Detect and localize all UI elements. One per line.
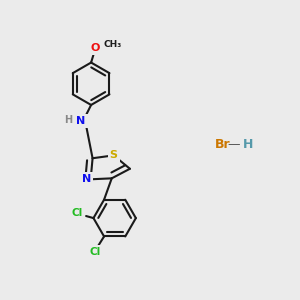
- Text: Cl: Cl: [90, 247, 101, 257]
- Text: N: N: [82, 174, 91, 184]
- Text: H: H: [64, 115, 73, 125]
- Text: H: H: [243, 138, 253, 151]
- Text: Cl: Cl: [72, 208, 83, 218]
- Text: S: S: [110, 150, 118, 161]
- Text: Br: Br: [215, 138, 230, 151]
- Text: N: N: [76, 116, 86, 126]
- Text: O: O: [91, 43, 100, 53]
- Text: CH₃: CH₃: [103, 40, 122, 50]
- Text: —: —: [228, 138, 240, 151]
